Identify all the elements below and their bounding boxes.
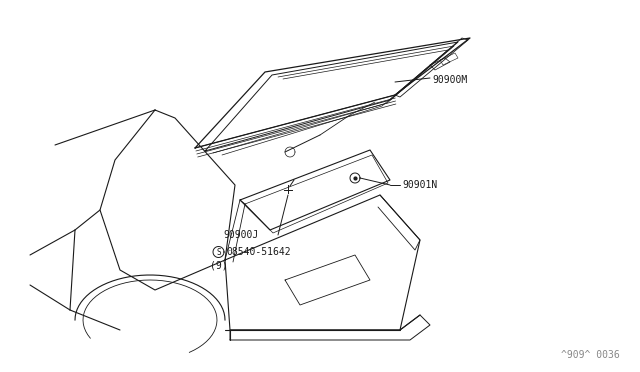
Text: S: S [216,247,221,257]
Text: 90900J: 90900J [223,230,259,240]
Text: (9): (9) [210,260,227,270]
Text: 90900M: 90900M [432,75,467,85]
Text: ^909^ 0036: ^909^ 0036 [561,350,620,360]
Text: 08540-51642: 08540-51642 [226,247,291,257]
Text: 90901N: 90901N [402,180,437,190]
